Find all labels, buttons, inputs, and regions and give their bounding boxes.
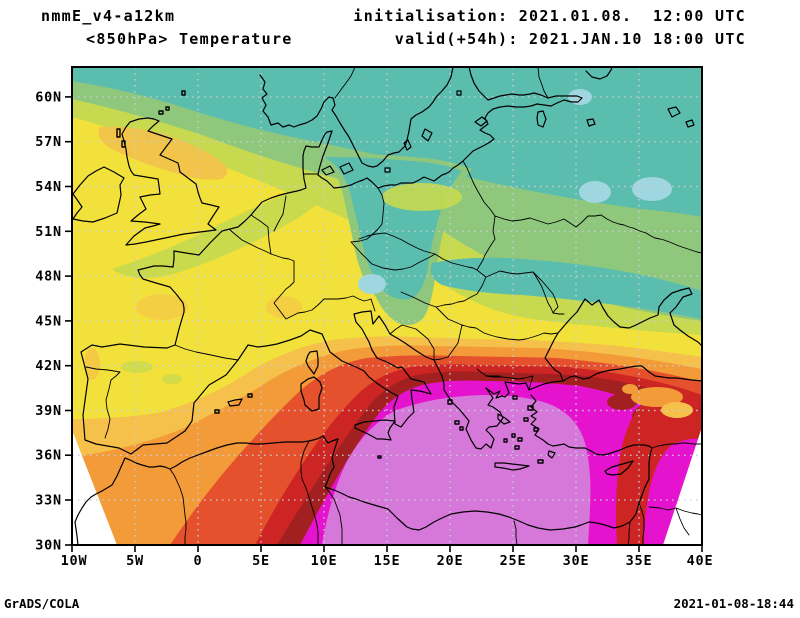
- plot-frame: [65, 66, 703, 552]
- lat-tick-label: 45N: [35, 313, 62, 329]
- lat-tick-label: 48N: [35, 269, 62, 285]
- model-title: nmmE_v4-a12km: [41, 7, 176, 25]
- lon-tick-label: 20E: [437, 553, 464, 569]
- valid-time-label: valid(+54h): 2021.JAN.10 18:00 UTC: [394, 30, 746, 48]
- axis-ticks: [65, 96, 703, 552]
- lat-tick-label: 54N: [35, 179, 62, 195]
- lat-tick-label: 57N: [35, 134, 62, 150]
- lon-tick-label: 35E: [626, 553, 653, 569]
- lat-tick-label: 30N: [35, 538, 62, 554]
- lon-axis-labels: 10W 5W 0 5E 10E 15E 20E 25E 30E 35E 40E: [61, 553, 714, 569]
- lon-tick-label: 5E: [252, 553, 270, 569]
- lon-tick-label: 0: [194, 553, 203, 569]
- lon-tick-label: 15E: [374, 553, 401, 569]
- coastlines: [72, 67, 702, 545]
- lon-tick-label: 10W: [61, 553, 88, 569]
- country-borders: [85, 67, 702, 545]
- field-title: <850hPa> Temperature: [86, 30, 293, 48]
- init-time-label: initialisation: 2021.01.08. 12:00 UTC: [353, 7, 746, 25]
- lat-tick-label: 51N: [35, 224, 62, 240]
- lat-tick-label: 33N: [35, 493, 62, 509]
- lat-tick-label: 39N: [35, 403, 62, 419]
- lat-tick-label: 36N: [35, 448, 62, 464]
- lon-tick-label: 10E: [311, 553, 338, 569]
- no-data-wedges: [72, 427, 702, 545]
- lon-tick-label: 5W: [126, 553, 144, 569]
- lon-tick-label: 30E: [563, 553, 590, 569]
- lat-tick-label: 60N: [35, 89, 62, 105]
- render-timestamp: 2021-01-08-18:44: [673, 596, 794, 611]
- lat-tick-label: 42N: [35, 358, 62, 374]
- grads-credit: GrADS/COLA: [4, 596, 80, 611]
- temperature-shading: [72, 67, 702, 545]
- lat-axis-labels: 60N 57N 54N 51N 48N 45N 42N 39N 36N 33N …: [35, 89, 62, 554]
- lon-tick-label: 25E: [500, 553, 527, 569]
- lon-tick-label: 40E: [687, 553, 714, 569]
